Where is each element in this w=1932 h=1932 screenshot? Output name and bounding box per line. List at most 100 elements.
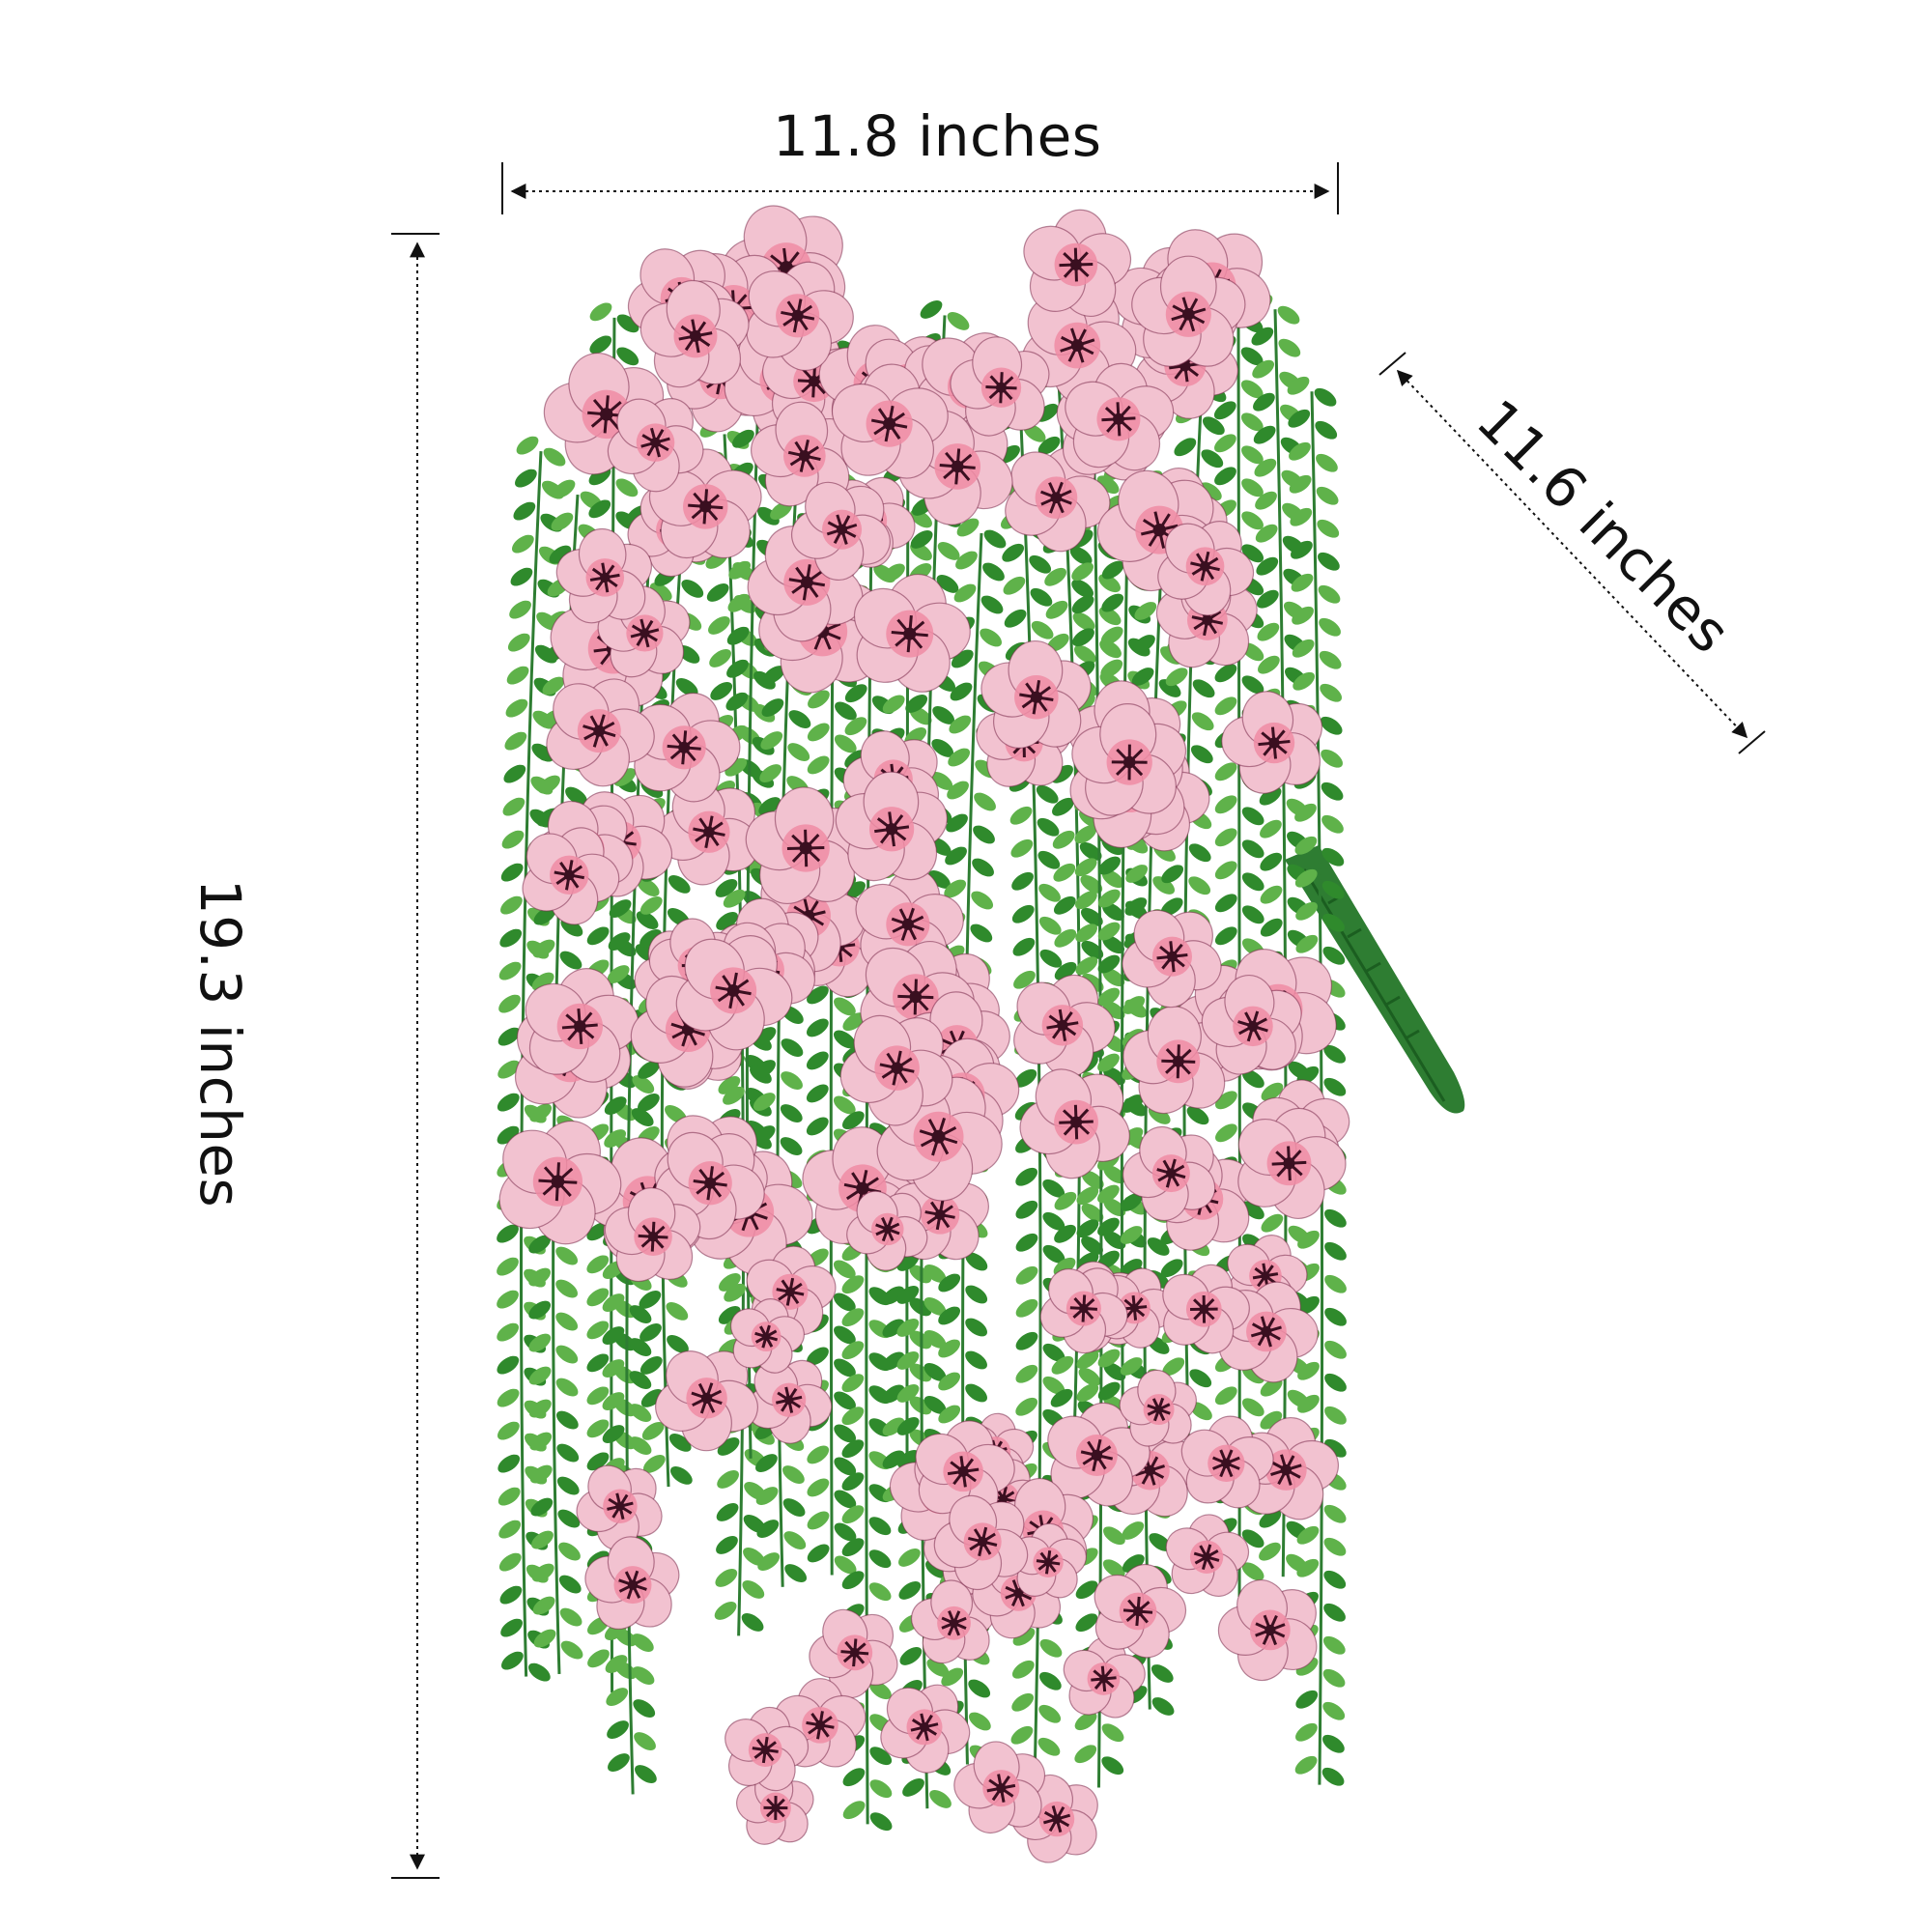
leaf [1075, 1580, 1098, 1600]
leaf [784, 1564, 808, 1582]
leaf [1214, 828, 1237, 847]
leaf [555, 1345, 579, 1364]
leaf [715, 1569, 738, 1587]
leaf [834, 997, 856, 1016]
leaf [513, 501, 536, 521]
leaf [499, 928, 523, 948]
leaf [1202, 416, 1225, 436]
leaf [755, 1454, 778, 1472]
leaf [1038, 883, 1061, 902]
leaf [834, 1457, 857, 1476]
leaf [1240, 347, 1264, 366]
leaf [882, 1384, 905, 1404]
leaf [806, 1084, 829, 1103]
flower [853, 574, 971, 693]
leaf [806, 1018, 829, 1037]
leaf [615, 478, 639, 497]
leaf [956, 518, 980, 537]
leaf [920, 300, 943, 319]
leaf [1102, 1001, 1125, 1020]
leaf [883, 563, 905, 582]
leaf [528, 1366, 552, 1385]
leaf [559, 1607, 582, 1627]
leaf [1010, 838, 1034, 858]
leaf [973, 825, 995, 844]
leaf [1214, 795, 1237, 814]
leaf [497, 1290, 519, 1309]
leaf [1260, 1410, 1283, 1430]
leaf [834, 1522, 857, 1542]
leaf [1322, 946, 1346, 965]
leaf [807, 985, 829, 1005]
leaf [1038, 1671, 1062, 1690]
leaf [938, 1306, 960, 1325]
leaf [1078, 1367, 1101, 1386]
leaf [928, 870, 951, 889]
leaf [1214, 1386, 1237, 1406]
leaf [586, 1386, 610, 1406]
leaf [1259, 786, 1282, 806]
leaf [841, 1571, 865, 1590]
leaf [896, 1417, 920, 1435]
leaf [938, 1405, 961, 1424]
leaf [1011, 1692, 1035, 1712]
flower [555, 527, 652, 624]
leaf [1158, 679, 1181, 697]
leaf [923, 1297, 947, 1316]
leaf [955, 551, 978, 570]
leaf [604, 1129, 627, 1148]
leaf [515, 469, 537, 488]
leaf [505, 698, 528, 718]
leaf [938, 1339, 960, 1358]
leaf [497, 1125, 520, 1145]
leaf [1101, 560, 1124, 580]
leaf [1081, 1236, 1103, 1255]
leaf [1097, 1381, 1121, 1401]
leaf [1081, 1170, 1104, 1189]
leaf [1038, 1704, 1062, 1723]
leaf [589, 302, 612, 322]
leaf [983, 529, 1007, 549]
leaf [1161, 865, 1184, 884]
leaf [723, 1086, 745, 1105]
leaf [781, 1071, 803, 1090]
leaf [1315, 420, 1338, 440]
leaf [629, 1338, 652, 1356]
leaf [1191, 712, 1214, 731]
leaf [1074, 858, 1097, 877]
leaf [806, 1117, 829, 1136]
leaf [1324, 1307, 1347, 1326]
leaf [1257, 622, 1280, 641]
leaf [1295, 1657, 1319, 1676]
flower [746, 261, 854, 372]
leaf [586, 1255, 610, 1274]
leaf [533, 1629, 556, 1648]
flower [576, 1464, 663, 1551]
leaf [1260, 1378, 1283, 1397]
leaf [1295, 1690, 1319, 1709]
leaf [528, 1333, 552, 1352]
leaf [500, 1651, 524, 1670]
flower [1023, 209, 1132, 317]
leaf [842, 1012, 866, 1032]
leaf [557, 1509, 581, 1528]
leaf [1051, 1355, 1074, 1375]
leaf [923, 1396, 947, 1414]
leaf [718, 1306, 741, 1324]
leaf [1294, 803, 1317, 822]
leaf [882, 1286, 905, 1305]
leaf [1037, 850, 1061, 869]
leaf [923, 1264, 947, 1283]
leaf [638, 1093, 660, 1112]
leaf [806, 1051, 829, 1070]
leaf [1322, 1668, 1346, 1688]
leaf [1030, 587, 1053, 607]
leaf [965, 1318, 987, 1337]
leaf [1290, 507, 1313, 526]
leaf [531, 1563, 554, 1582]
leaf [1069, 546, 1093, 565]
leaf [639, 1355, 663, 1375]
leaf [529, 1103, 553, 1122]
leaf [1120, 1193, 1143, 1211]
leaf [1076, 1219, 1099, 1238]
